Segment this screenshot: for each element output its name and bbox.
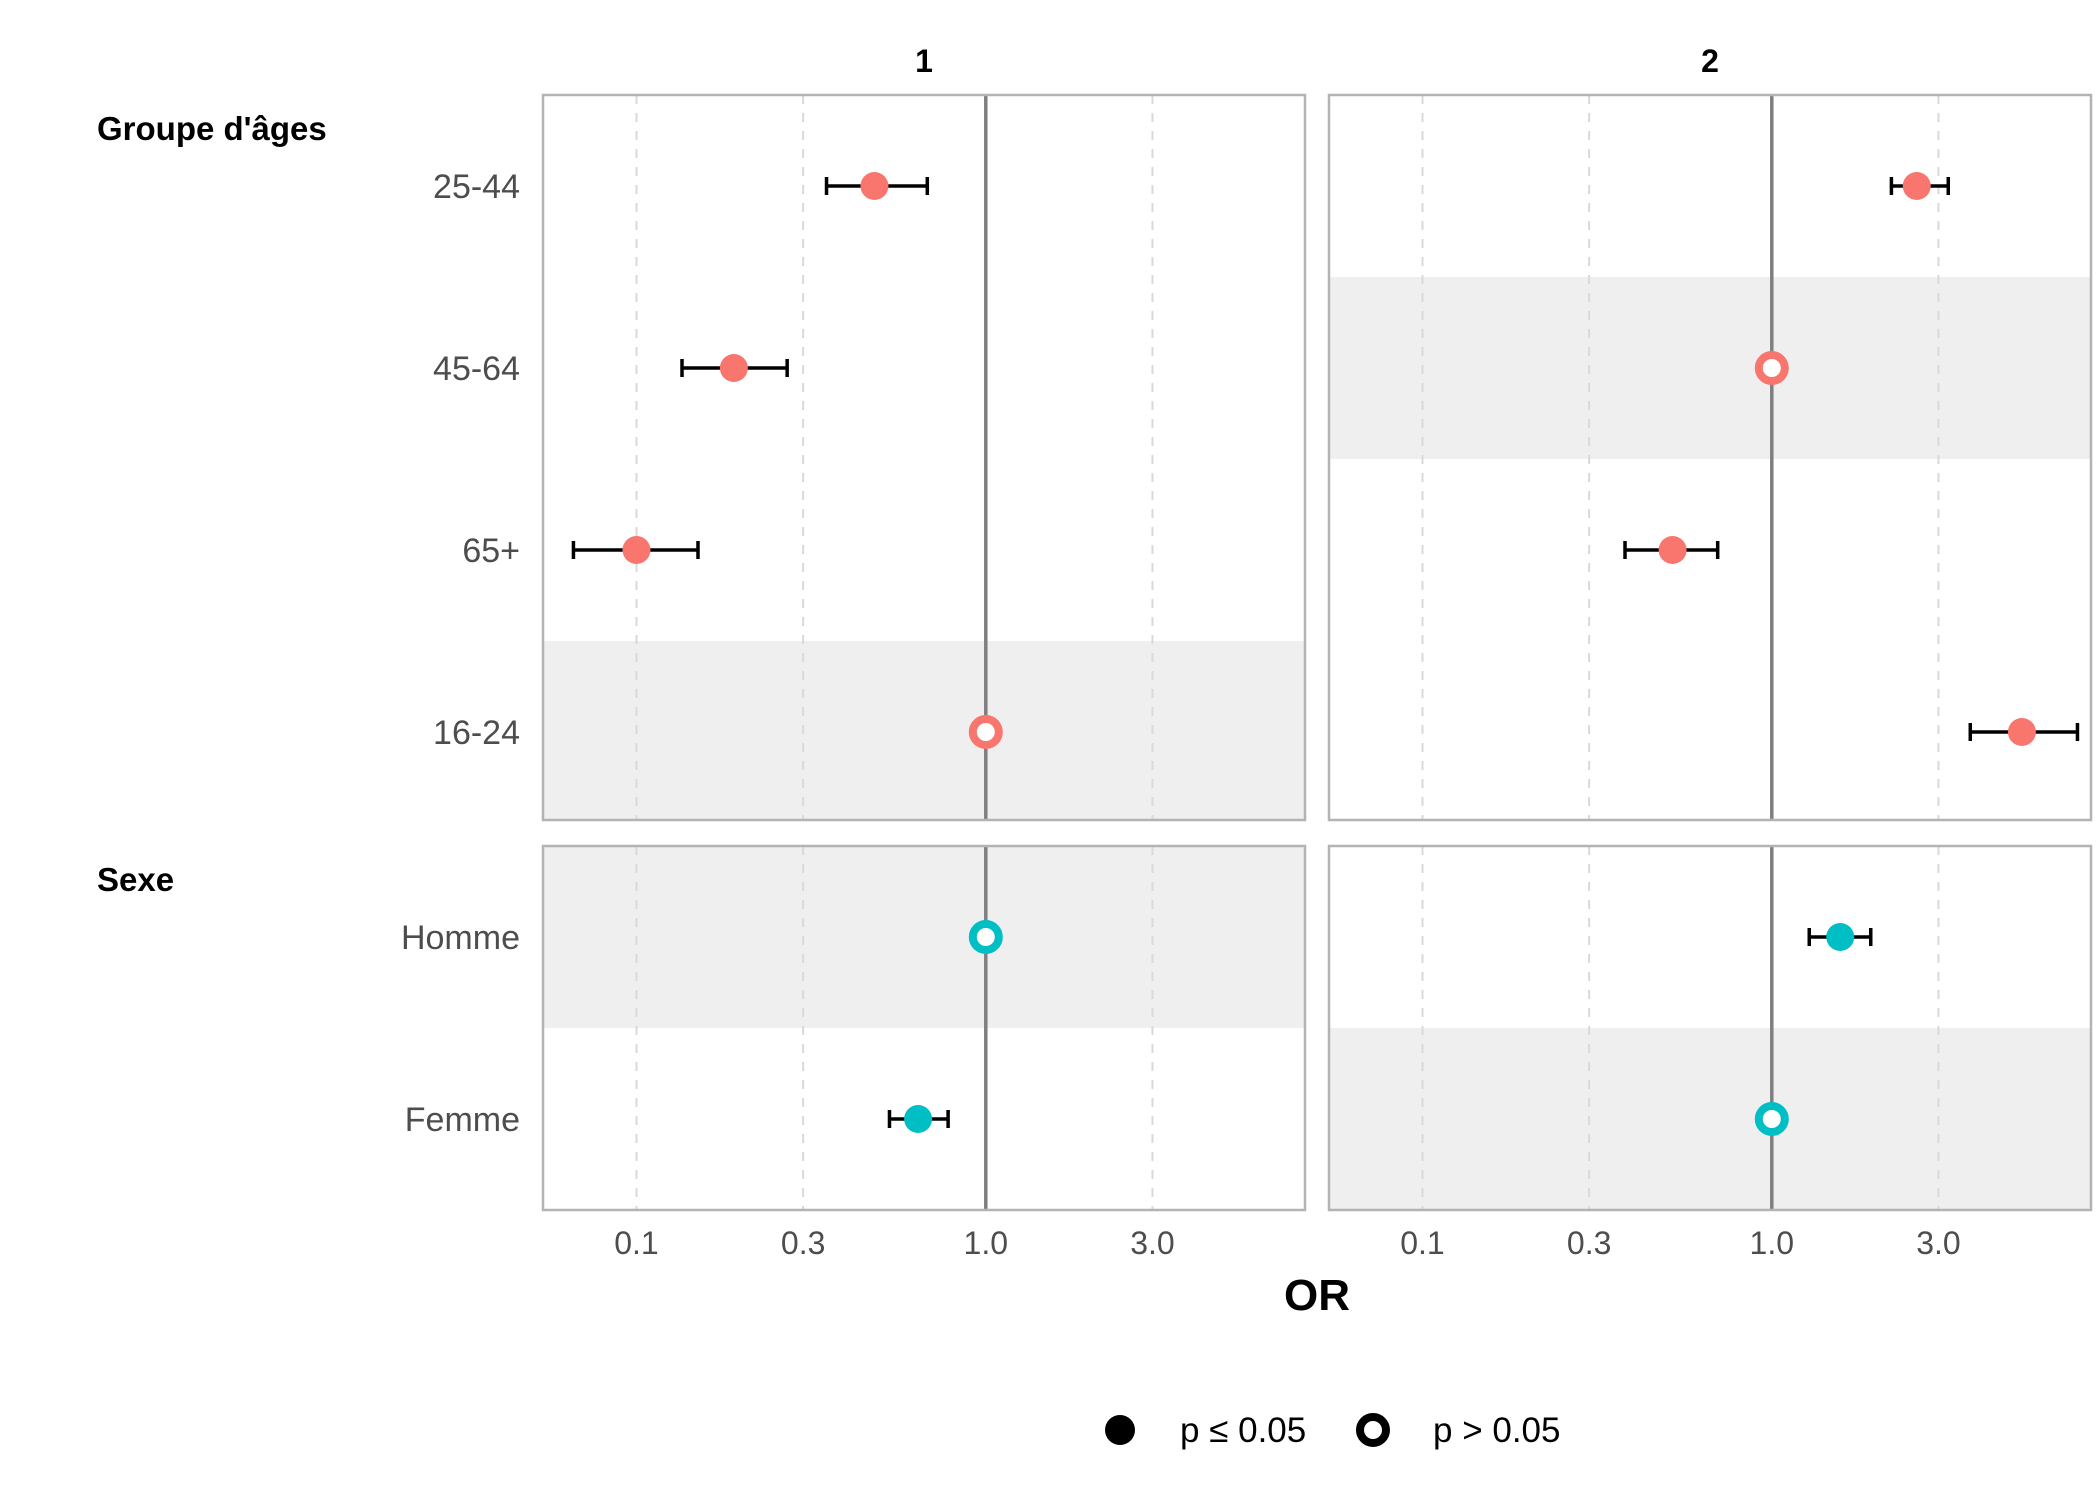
x-tick-label: 0.3 <box>1567 1225 1611 1261</box>
category-label-femme: Femme <box>405 1101 520 1139</box>
group-label-groupe-d-ges: Groupe d'âges <box>97 110 327 147</box>
panel-strip-1: 1 <box>915 43 933 79</box>
x-tick-label: 1.0 <box>964 1225 1008 1261</box>
x-tick-label: 3.0 <box>1916 1225 1960 1261</box>
point-45-64 <box>1754 351 1789 385</box>
category-label-homme: Homme <box>401 919 520 957</box>
point-femme <box>1754 1102 1789 1136</box>
panels-layer <box>541 93 2093 1212</box>
point-25-44 <box>860 172 889 200</box>
category-label-65: 65+ <box>462 532 520 570</box>
reference-band <box>543 641 1305 820</box>
panel-frame <box>541 844 1307 1212</box>
point-homme <box>1826 923 1855 951</box>
x-tick-label: 3.0 <box>1130 1225 1174 1261</box>
panel-frame <box>1327 844 2093 1212</box>
x-tick-label: 0.3 <box>781 1225 825 1261</box>
category-label-16-24: 16-24 <box>433 714 520 752</box>
point-25-44 <box>1902 172 1931 200</box>
x-axis-title: OR <box>1284 1271 1350 1320</box>
point-16-24 <box>968 715 1003 749</box>
reference-band <box>1329 1028 2091 1210</box>
point-65 <box>1658 536 1687 564</box>
category-label-25-44: 25-44 <box>433 168 520 206</box>
reference-band <box>1329 277 2091 459</box>
category-label-45-64: 45-64 <box>433 350 520 388</box>
panel-2-groupe-d-ges <box>1327 93 2093 822</box>
point-16-24 <box>2007 718 2036 746</box>
group-label-sexe: Sexe <box>97 861 174 898</box>
legend-label-nonsig: p > 0.05 <box>1433 1411 1560 1450</box>
panel-2-sexe <box>1327 844 2093 1212</box>
panel-frame <box>541 93 1307 822</box>
point-femme <box>904 1105 933 1133</box>
panel-frame <box>1327 93 2093 822</box>
labels-layer: 1 2 Groupe d'âges 25-44 45-64 65+ 16-24 Sexe Hom… <box>97 43 1961 1320</box>
point-65 <box>622 536 651 564</box>
panel-1-sexe <box>541 844 1307 1212</box>
x-tick-label: 0.1 <box>1400 1225 1444 1261</box>
x-tick-label: 0.1 <box>614 1225 658 1261</box>
legend-key-filled <box>1105 1415 1135 1445</box>
point-45-64 <box>719 354 748 382</box>
legend-key-hollow <box>1356 1413 1390 1447</box>
legend: p ≤ 0.05 p > 0.05 <box>1105 1411 1560 1450</box>
legend-label-sig: p ≤ 0.05 <box>1180 1411 1306 1450</box>
panel-strip-2: 2 <box>1701 43 1719 79</box>
reference-band <box>543 846 1305 1028</box>
panel-1-groupe-d-ges <box>541 93 1307 822</box>
point-homme <box>968 920 1003 954</box>
x-tick-label: 1.0 <box>1750 1225 1794 1261</box>
